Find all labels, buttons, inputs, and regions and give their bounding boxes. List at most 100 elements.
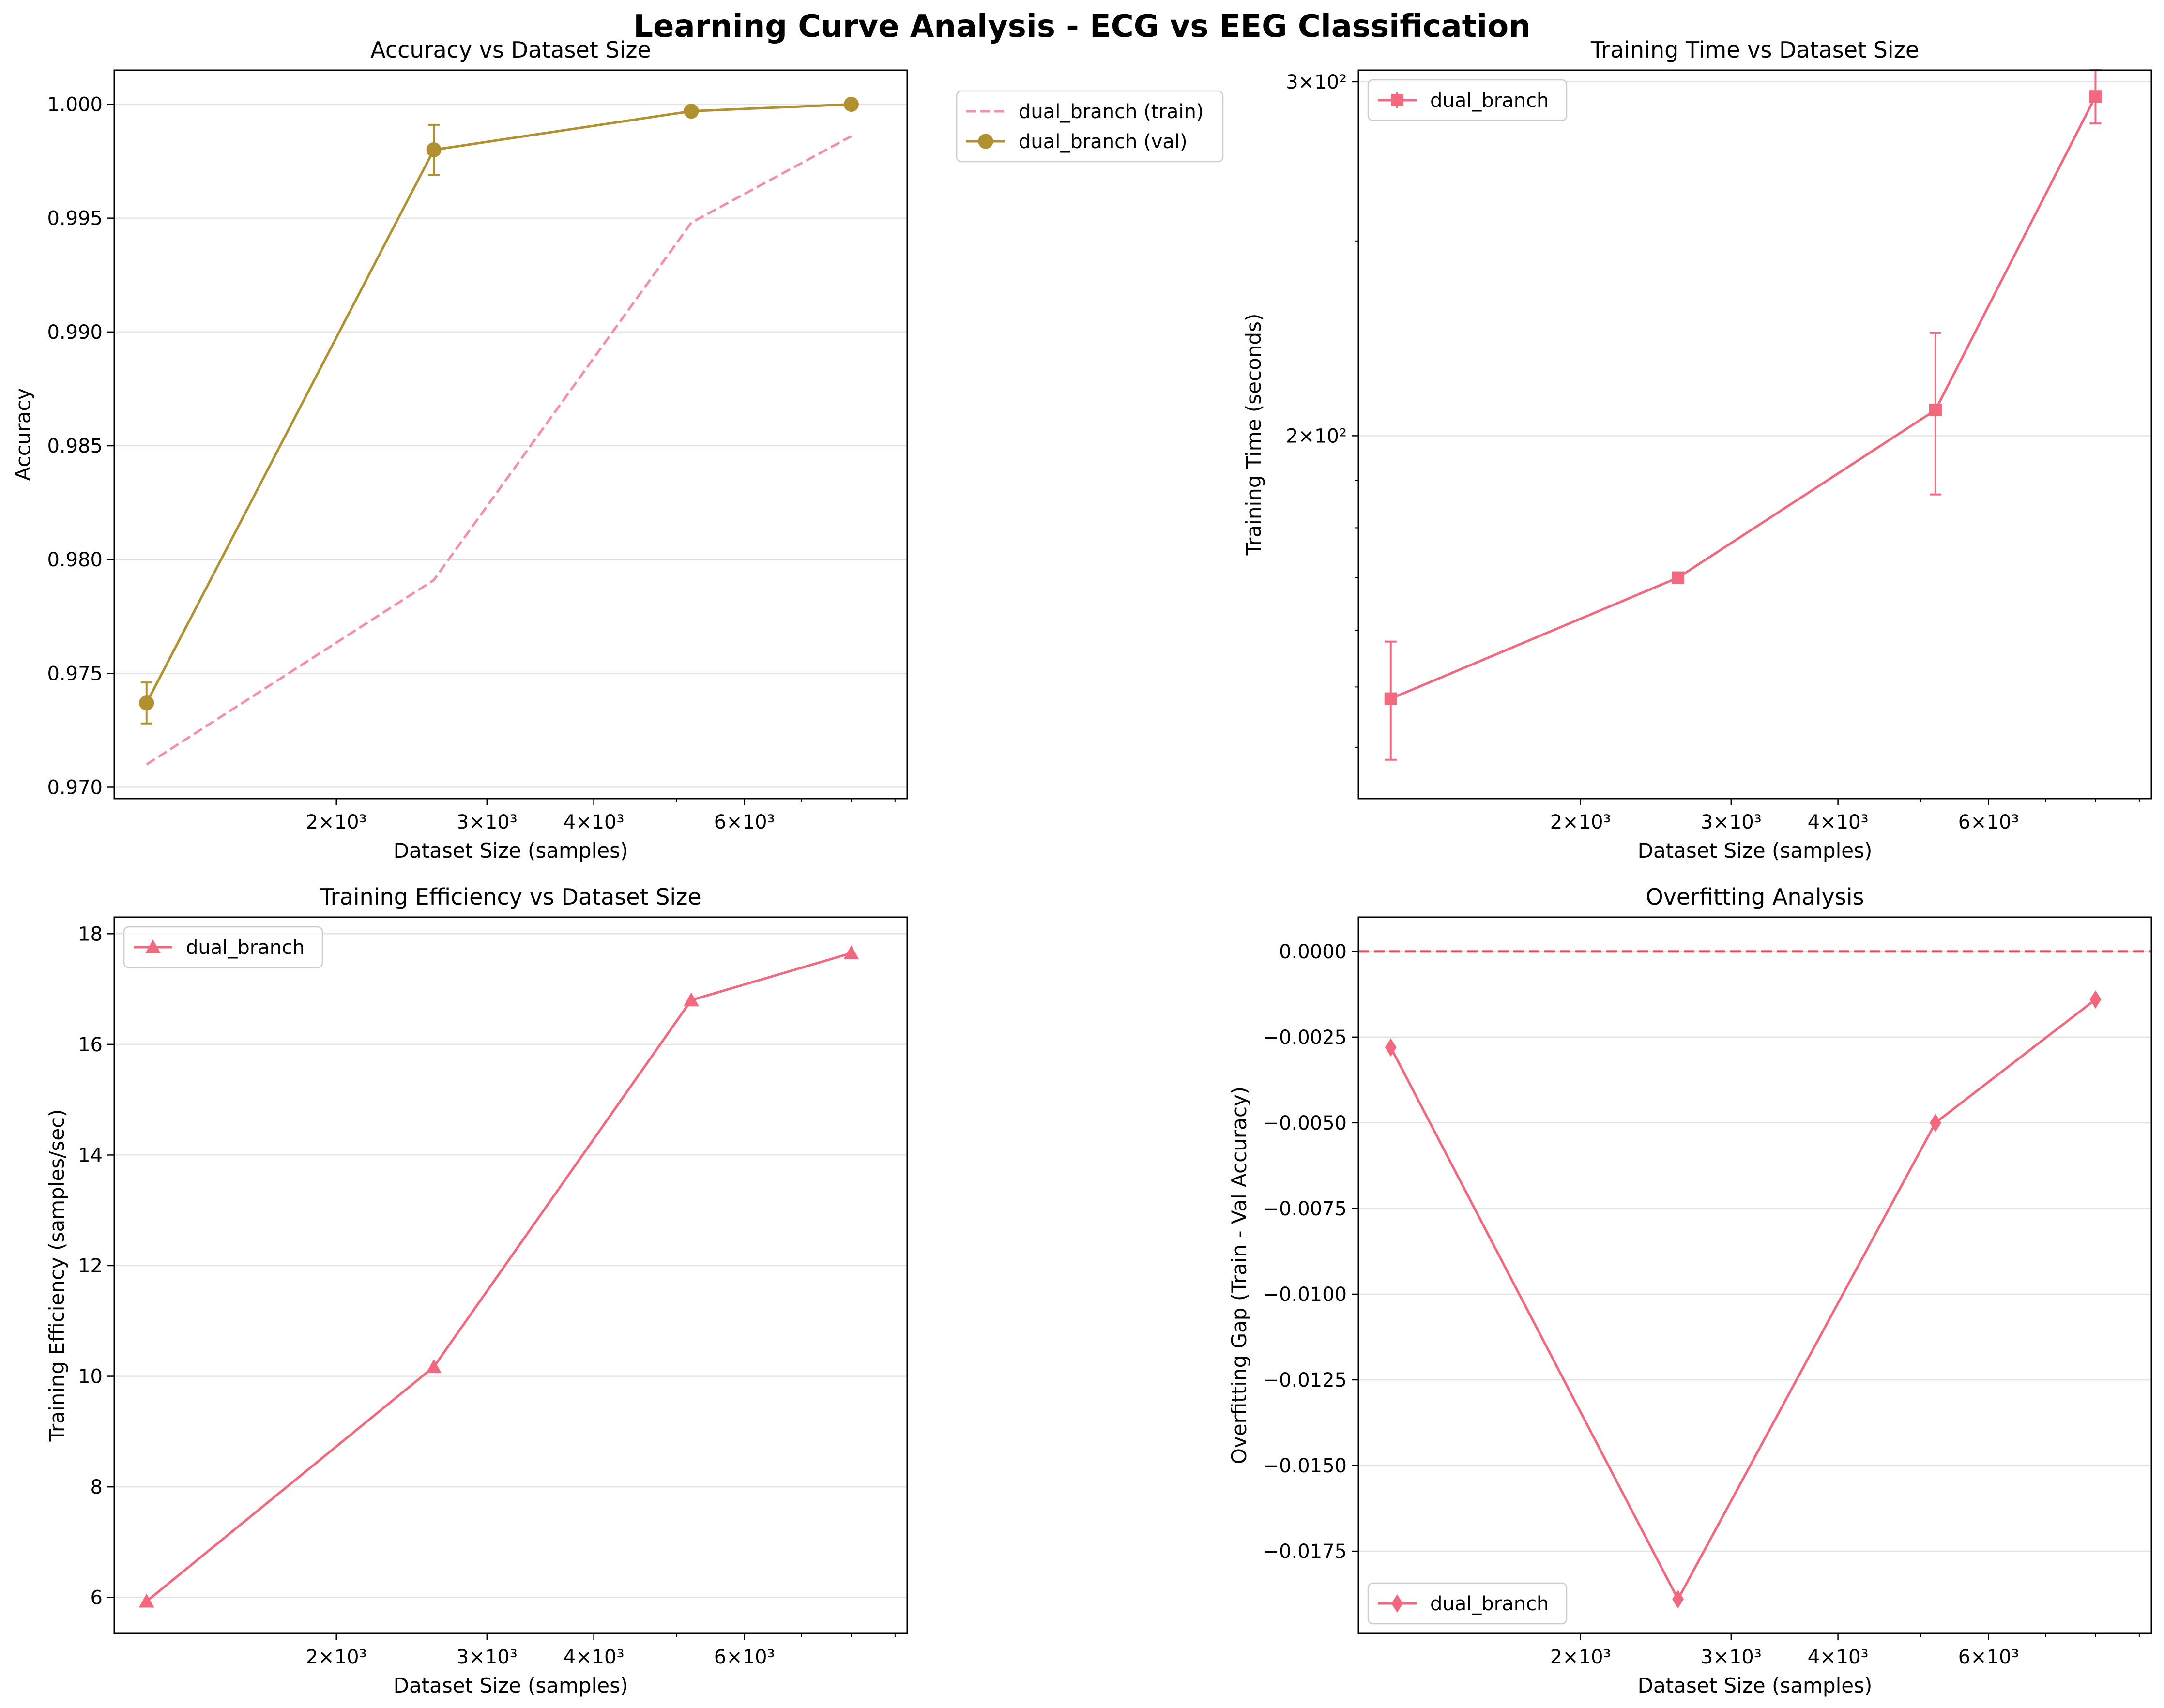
accuracy-legend-label: dual_branch (train) (1019, 101, 1204, 123)
accuracy-xtick-label: 2×10³ (306, 811, 367, 833)
time-data-point (1929, 404, 1942, 417)
efficiency-frame (113, 916, 908, 1634)
accuracy-data-point (139, 695, 154, 710)
panel-accuracy: 0.970 0.975 0.980 0.985 0.990 0.995 1.000 2×10³… (11, 37, 1224, 862)
time-data-point (1672, 571, 1685, 584)
overfitting-ytick-label: −0.0100 (1263, 1284, 1347, 1306)
efficiency-legend-label: dual_branch (186, 937, 305, 959)
overfitting-xlabel: Dataset Size (samples) (1638, 1674, 1873, 1697)
accuracy-xlabel: Dataset Size (samples) (394, 839, 628, 862)
accuracy-ytick-label: 0.985 (47, 435, 103, 457)
efficiency-xlabel: Dataset Size (samples) (394, 1674, 628, 1697)
overfitting-ytick-label: −0.0175 (1263, 1541, 1347, 1563)
efficiency-ytick-label: 16 (78, 1034, 103, 1056)
time-xtick-label: 4×10³ (1808, 811, 1869, 833)
accuracy-data-point (684, 104, 699, 119)
efficiency-series-line (146, 952, 852, 1602)
accuracy-series-line (146, 135, 852, 766)
overfitting-legend-label: dual_branch (1430, 1593, 1549, 1615)
efficiency-xtick-label: 3×10³ (457, 1646, 518, 1668)
overfitting-xtick-label: 6×10³ (1958, 1646, 2019, 1668)
accuracy-data-point (843, 97, 859, 112)
efficiency-ytick-label: 12 (78, 1255, 103, 1277)
efficiency-legend-marker (145, 939, 161, 953)
time-legend-label: dual_branch (1430, 90, 1549, 112)
time-title: Training Time vs Dataset Size (1590, 37, 1919, 63)
time-xlabel: Dataset Size (samples) (1638, 839, 1873, 862)
accuracy-legend-box (956, 90, 1224, 163)
overfitting-data-point (1385, 1038, 1397, 1057)
time-xtick-label: 3×10³ (1701, 811, 1762, 833)
overfitting-xtick-label: 2×10³ (1550, 1646, 1611, 1668)
efficiency-legend-box (123, 926, 323, 968)
overfitting-plot-area (1358, 917, 2151, 1633)
panel-time: 2×10² 3×10² 2×10³ 3×10³ 4×10³ 6×10³ Training T… (1242, 37, 2152, 862)
efficiency-data-point (683, 992, 699, 1007)
accuracy-ytick-label: 0.995 (47, 208, 103, 230)
efficiency-xtick-label: 6×10³ (714, 1646, 775, 1668)
time-data-point (1384, 692, 1397, 705)
overfitting-ytick-label: −0.0050 (1263, 1112, 1347, 1134)
accuracy-ytick-label: 0.990 (47, 321, 103, 344)
efficiency-legend: dual_branch (123, 926, 323, 968)
accuracy-xtick-label: 3×10³ (457, 811, 518, 833)
time-ytick-label: 3×10² (1286, 71, 1347, 93)
overfitting-ytick-label: −0.0150 (1263, 1455, 1347, 1477)
accuracy-xtick-label: 6×10³ (714, 811, 775, 833)
efficiency-xtick-label: 2×10³ (306, 1646, 367, 1668)
accuracy-ytick-label: 0.975 (47, 663, 103, 685)
overfitting-legend: dual_branch (1367, 1582, 1568, 1625)
overfitting-data-point (2089, 990, 2102, 1009)
time-legend-marker (1391, 94, 1403, 106)
panel-overfitting: 0.0000 −0.0025 −0.0050 −0.0075 −0.0100 −0.012… (1227, 884, 2152, 1697)
time-legend-box (1367, 79, 1568, 121)
accuracy-ytick-label: 0.970 (47, 776, 103, 799)
accuracy-ytick-label: 0.980 (47, 549, 103, 571)
overfitting-ylabel: Overfitting Gap (Train - Val Accuracy) (1227, 1087, 1251, 1464)
overfitting-xtick-label: 3×10³ (1701, 1646, 1762, 1668)
time-xtick-label: 2×10³ (1550, 811, 1611, 833)
overfitting-data-point (1929, 1113, 1941, 1132)
efficiency-ytick-label: 18 (78, 923, 103, 945)
figure-title-wrap: Learning Curve Analysis - ECG vs EEG Cla… (0, 9, 2164, 45)
accuracy-ytick-label: 1.000 (47, 94, 103, 116)
efficiency-data-point (426, 1359, 442, 1373)
overfitting-ytick-label: −0.0125 (1263, 1369, 1347, 1391)
accuracy-series-line (145, 103, 852, 704)
time-xtick-label: 6×10³ (1958, 811, 2019, 833)
overfitting-legend-marker (1391, 1594, 1403, 1613)
overfitting-title: Overfitting Analysis (1646, 884, 1864, 910)
panel-efficiency: 6 8 10 12 14 16 18 2×10³ 3×10³ 4×10³ 6×10³ Training… (45, 884, 908, 1697)
efficiency-ytick-label: 14 (78, 1144, 103, 1166)
time-data-point (2089, 90, 2102, 103)
accuracy-plot-area (114, 70, 907, 799)
time-plot-area (1358, 70, 2151, 799)
accuracy-legend-label: dual_branch (val) (1019, 131, 1188, 153)
time-frame (1357, 69, 2152, 800)
overfitting-frame (1357, 916, 2152, 1634)
accuracy-legend: dual_branch (train) dual_branch (val) (956, 90, 1224, 163)
overfitting-ytick-label: −0.0075 (1263, 1198, 1347, 1220)
efficiency-data-point (843, 945, 859, 960)
figure-title: Learning Curve Analysis - ECG vs EEG Cla… (633, 9, 1531, 45)
efficiency-ylabel: Training Efficiency (samples/sec) (45, 1109, 69, 1442)
accuracy-title: Accuracy vs Dataset Size (370, 37, 651, 63)
time-ytick-label: 2×10² (1286, 425, 1347, 447)
accuracy-legend-marker (978, 134, 993, 149)
efficiency-data-point (138, 1593, 154, 1608)
efficiency-ytick-label: 8 (91, 1476, 103, 1498)
efficiency-ytick-label: 6 (91, 1587, 103, 1609)
accuracy-xtick-label: 4×10³ (564, 811, 625, 833)
accuracy-ylabel: Accuracy (11, 388, 35, 481)
overfitting-legend-box (1367, 1582, 1568, 1625)
overfitting-ytick-label: −0.0025 (1263, 1027, 1347, 1049)
accuracy-frame (113, 69, 908, 800)
overfitting-data-point (1672, 1590, 1684, 1609)
efficiency-plot-area (114, 917, 907, 1633)
efficiency-ytick-label: 10 (78, 1366, 103, 1388)
time-ylabel: Training Time (seconds) (1242, 314, 1265, 556)
time-legend: dual_branch (1367, 79, 1568, 121)
efficiency-xtick-label: 4×10³ (564, 1646, 625, 1668)
overfitting-ytick-label: 0.0000 (1279, 941, 1347, 963)
